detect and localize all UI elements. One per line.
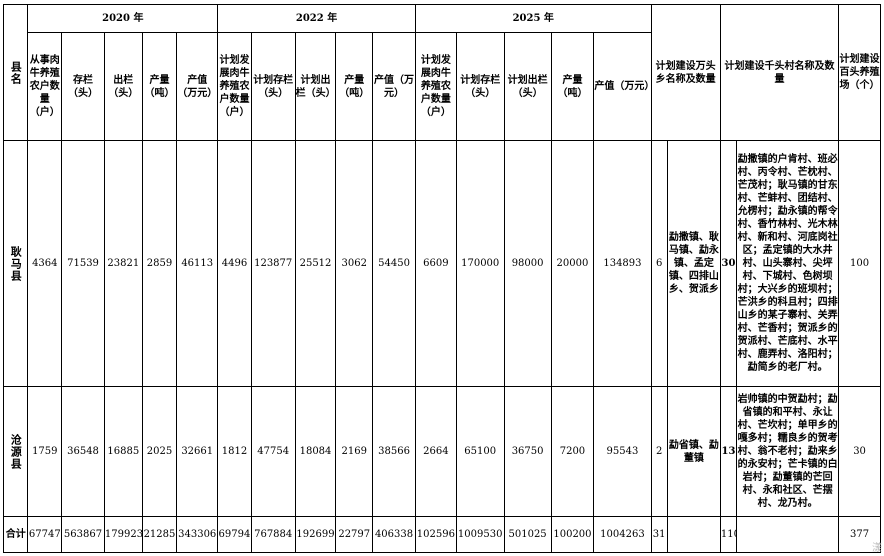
table-cell: 67747 [27,516,63,553]
table-cell: 32661 [176,386,219,517]
year-2025-header: 2025 年 [414,4,652,33]
table-cell: 2859 [141,140,178,387]
watermark: 漾 [872,543,882,554]
table-cell: 170000 [455,140,505,387]
township-header: 计划建设万头乡名称及数量 [650,4,721,141]
total-row: 合计 67747 563867 179923 21285 343306 6979… [2,516,881,553]
table-cell: 7200 [550,386,595,517]
table-cell: 2025 [141,386,178,517]
table-cell: 20000 [550,140,595,387]
table-cell: 767884 [250,516,296,553]
township-count: 6 [650,140,668,387]
table-cell: 95543 [593,386,652,517]
table-cell: 1759 [27,386,63,517]
table-row: 耿马县 4364 71539 23821 2859 46113 4496 123… [2,140,881,387]
col-header-2020-slaughter: 出栏（头） [103,32,143,141]
col-header-2025-slaughter: 计划出栏（头） [503,32,552,141]
village-names: 岩帅镇的中贺勐村；勐省镇的和平村、永让村、芒坎村；单甲乡的嘎多村；糯良乡的贺考村… [736,386,840,517]
farm-count: 30 [838,386,881,517]
table-cell: 69794 [217,516,252,553]
col-header-2020-farmers: 从事肉牛养殖农户数量（户） [27,32,63,141]
table-cell: 1004263 [593,516,652,553]
table-cell: 47754 [250,386,296,517]
township-names: 勐撒镇、耿马镇、勐永镇、孟定镇、四排山乡、贺派乡 [666,140,721,387]
col-header-2020-value: 产值（万元） [176,32,219,141]
table-cell: 4496 [217,140,252,387]
county-name: 耿马县 [2,140,29,387]
farm-count: 100 [838,140,881,387]
farm-header: 计划建设百头养殖场（个） [838,4,881,141]
total-label: 合计 [2,516,29,553]
col-header-2025-farmers: 计划发展肉牛养殖农户数量（户） [414,32,457,141]
table-cell: 134893 [593,140,652,387]
col-header-2020-stock: 存栏（头） [61,32,105,141]
col-header-2025-value: 产值（万元） [593,32,652,141]
col-header-2025-stock: 计划存栏（头） [455,32,505,141]
table-cell: 65100 [455,386,505,517]
table-cell: 343306 [176,516,219,553]
table-cell: 2664 [414,386,457,517]
table-cell: 25512 [294,140,337,387]
village-count: 13 [719,386,738,517]
col-header-2025-output: 产量（吨） [550,32,595,141]
col-header-2022-farmers: 计划发展肉牛养殖农户数量（户） [217,32,252,141]
year-2020-header: 2020 年 [27,4,219,33]
year-header-row: 县名 2020 年 2022 年 2025 年 计划建设万头乡名称及数量 计划建… [2,4,881,141]
year-2022-header: 2022 年 [217,4,416,33]
township-names [666,516,721,553]
column-header-row: 从事肉牛养殖农户数量（户） 存栏（头） 出栏（头） 产量（吨） 产值（万元） 计… [4,32,881,141]
table-cell: 102596 [414,516,457,553]
table-cell: 36548 [61,386,105,517]
township-count: 2 [650,386,668,517]
cattle-breeding-plan-table: 县名 2020 年 2022 年 2025 年 计划建设万头乡名称及数量 计划建… [2,4,881,553]
county-name: 沧源县 [2,386,29,517]
village-header: 计划建设千头村名称及数量 [719,4,840,141]
farm-count: 377 [838,516,881,553]
col-header-2020-output: 产量（吨） [141,32,178,141]
table-cell: 2169 [335,386,374,517]
table-cell: 21285 [141,516,178,553]
col-header-2022-value: 产值（万元） [372,32,416,141]
table-cell: 563867 [61,516,105,553]
col-header-2022-output: 产量（吨） [335,32,374,141]
table-cell: 71539 [61,140,105,387]
table-cell: 54450 [372,140,416,387]
table-cell: 98000 [503,140,552,387]
township-names: 勐省镇、勐董镇 [666,386,721,517]
county-header: 县名 [2,4,29,141]
table-cell: 36750 [503,386,552,517]
table-cell: 501025 [503,516,552,553]
table-cell: 1009530 [455,516,505,553]
table-cell: 46113 [176,140,219,387]
village-names: 勐撒镇的户肯村、班必村、丙令村、芒枕村、芒茂村；耿马镇的甘东村、芒蚌村、团结村、… [736,140,840,387]
table-cell: 179923 [103,516,143,553]
township-count: 31 [650,516,668,553]
table-cell: 4364 [27,140,63,387]
village-count: 110 [719,516,738,553]
table-cell: 192699 [294,516,337,553]
village-count: 30 [719,140,738,387]
table-cell: 18084 [294,386,337,517]
table-cell: 38566 [372,386,416,517]
col-header-2022-stock: 计划存栏（头） [250,32,296,141]
table-cell: 23821 [103,140,143,387]
table-cell: 6609 [414,140,457,387]
table-cell: 406338 [372,516,416,553]
village-names [736,516,840,553]
table-cell: 3062 [335,140,374,387]
col-header-2022-slaughter: 计划出栏（头） [294,32,337,141]
table-row: 沧源县 1759 36548 16885 2025 32661 1812 477… [2,386,881,517]
table-cell: 16885 [103,386,143,517]
table-cell: 22797 [335,516,374,553]
table-cell: 100200 [550,516,595,553]
table-cell: 1812 [217,386,252,517]
table-cell: 123877 [250,140,296,387]
